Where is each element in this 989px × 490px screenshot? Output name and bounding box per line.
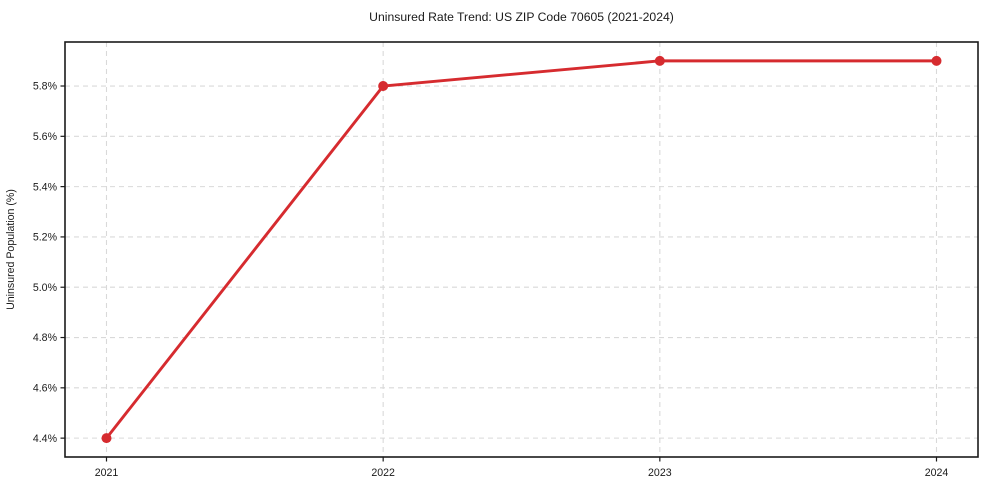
y-tick-label: 5.8%: [33, 81, 58, 93]
x-tick-label: 2023: [648, 467, 672, 479]
y-tick-label: 4.4%: [33, 433, 58, 445]
chart-title: Uninsured Rate Trend: US ZIP Code 70605 …: [369, 10, 674, 24]
trend-line: [105, 59, 938, 440]
axis-layer: 4.4% 4.6% 4.8% 5.0% 5.2% 5.4% 5.6% 5.8% 2021 2022…: [33, 41, 979, 479]
y-axis-label: Uninsured Population (%): [5, 189, 17, 310]
x-tick-label: 2024: [925, 467, 949, 479]
x-tick-label: 2021: [95, 467, 119, 479]
y-tick-label: 5.4%: [33, 181, 58, 193]
y-tick-label: 5.6%: [33, 131, 58, 143]
grid-layer: [65, 42, 978, 457]
y-tick-label: 4.8%: [33, 332, 58, 344]
y-tick-label: 5.0%: [33, 282, 58, 294]
x-tick-label: 2022: [371, 467, 395, 479]
data-point-marker: [378, 81, 389, 92]
data-point-marker: [101, 433, 112, 444]
data-series-layer: [101, 55, 942, 444]
y-tick-label: 5.2%: [33, 232, 58, 244]
data-point-marker: [931, 55, 942, 66]
y-tick-label: 4.6%: [33, 383, 58, 395]
data-point-marker: [654, 55, 665, 66]
plot-border: [64, 41, 979, 458]
